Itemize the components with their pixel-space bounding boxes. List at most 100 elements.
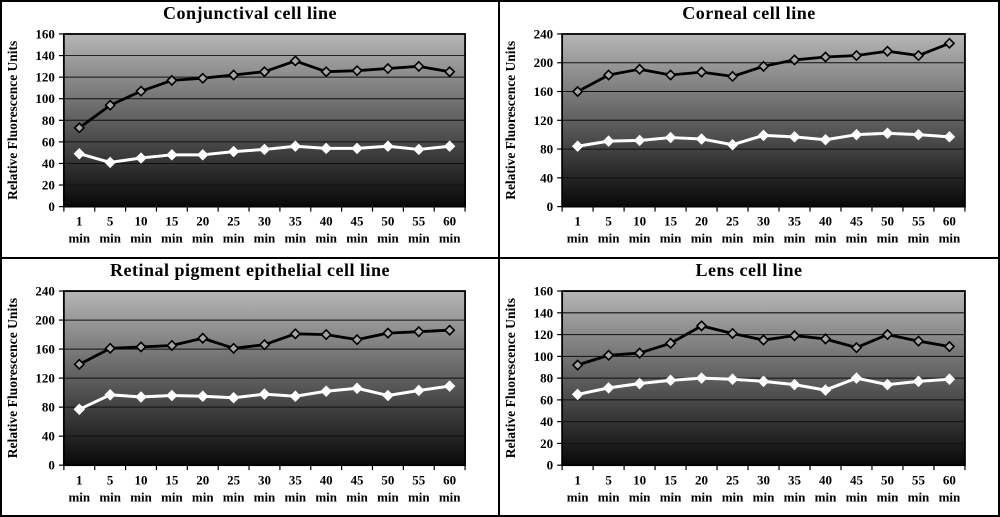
data-point-marker — [757, 375, 770, 387]
x-axis-tick-label: 30 — [757, 472, 770, 487]
data-point-marker — [788, 329, 801, 341]
x-axis-unit-label: min — [691, 231, 713, 246]
y-axis-tick-label: 20 — [540, 435, 553, 450]
x-axis-tick-label: 15 — [664, 472, 677, 487]
data-point-marker — [912, 49, 925, 62]
data-point-marker — [413, 143, 425, 156]
y-axis-tick-label: 0 — [547, 457, 554, 472]
data-point-marker — [413, 325, 425, 337]
x-axis-unit-label: min — [908, 231, 930, 246]
x-axis-unit-label: min — [315, 231, 337, 246]
y-axis-tick-label: 100 — [35, 91, 54, 106]
x-axis-tick-label: 5 — [605, 214, 612, 229]
plot-area-border — [561, 33, 966, 208]
data-point-marker — [289, 140, 302, 152]
data-point-marker — [73, 148, 86, 160]
data-point-marker — [351, 381, 363, 394]
data-point-marker — [819, 383, 832, 396]
data-point-marker — [135, 152, 147, 164]
x-axis-unit-label: min — [815, 231, 837, 246]
plot-area-border — [62, 289, 466, 466]
data-point-marker — [881, 45, 894, 57]
x-axis-tick-label: 1 — [76, 472, 82, 487]
x-axis-tick-label: 35 — [788, 214, 802, 229]
y-axis-tick-label: 120 — [534, 113, 554, 128]
y-axis-tick-label: 120 — [35, 370, 55, 385]
y-axis-tick-label: 0 — [547, 199, 554, 214]
chart-title: Conjunctival cell line — [163, 3, 337, 23]
y-axis-tick-label: 60 — [540, 392, 553, 407]
x-axis-tick-label: 10 — [633, 472, 646, 487]
x-axis-unit-label: min — [346, 231, 368, 246]
x-axis-tick-label: 60 — [943, 214, 956, 229]
y-axis-tick-label: 20 — [42, 178, 55, 193]
chart-plot-conjunctival: 0 20 40 60 80 100 120 140 160 1 min 5 min 10 min 15 min 2… — [5, 27, 466, 246]
chart-panel-conjunctival: Conjunctival cell line 0 20 40 60 80 100 120 14… — [2, 2, 500, 259]
data-point-marker — [602, 135, 615, 147]
x-axis-tick-label: 40 — [320, 214, 333, 229]
x-axis-tick-label: 20 — [196, 214, 209, 229]
x-axis-tick-label: 55 — [912, 472, 925, 487]
data-point-marker — [443, 323, 456, 336]
x-axis-unit-label: min — [939, 489, 961, 504]
y-axis-tick-label: 100 — [534, 348, 554, 363]
data-point-marker — [73, 122, 86, 134]
x-axis-tick-label: 10 — [633, 214, 646, 229]
x-axis-unit-label: min — [784, 489, 806, 504]
data-point-marker — [695, 371, 708, 384]
data-point-marker — [664, 374, 677, 386]
data-point-marker — [850, 341, 863, 353]
data-point-marker — [258, 66, 271, 78]
data-point-marker — [227, 342, 240, 354]
data-point-marker — [227, 391, 240, 403]
x-axis-tick-label: 30 — [757, 214, 770, 229]
data-point-marker — [757, 333, 770, 346]
data-point-marker — [73, 358, 86, 370]
data-point-marker — [726, 70, 739, 83]
x-axis-unit-label: min — [285, 489, 307, 504]
x-axis-unit-label: min — [691, 489, 713, 504]
data-point-marker — [943, 340, 956, 352]
data-point-marker — [912, 128, 925, 141]
data-point-marker — [850, 128, 863, 141]
data-point-marker — [695, 319, 708, 332]
x-axis-unit-label: min — [69, 489, 91, 504]
x-axis-unit-label: min — [784, 231, 806, 246]
data-point-marker — [633, 377, 646, 389]
data-point-marker — [726, 372, 739, 385]
data-point-marker — [912, 334, 925, 347]
x-axis-unit-label: min — [99, 231, 121, 246]
y-axis-tick-label: 80 — [540, 370, 553, 385]
data-point-marker — [757, 60, 770, 73]
data-point-marker — [166, 389, 178, 401]
data-point-marker — [104, 156, 116, 169]
x-axis-tick-label: 60 — [443, 214, 456, 229]
data-point-marker — [912, 375, 925, 387]
data-point-marker — [443, 140, 456, 152]
data-point-marker — [197, 331, 209, 344]
x-axis-unit-label: min — [439, 231, 461, 246]
y-axis-tick-label: 160 — [534, 284, 554, 299]
data-point-marker — [571, 388, 584, 400]
x-axis-unit-label: min — [598, 231, 620, 246]
chart-title: Corneal cell line — [682, 3, 816, 23]
data-point-marker — [571, 358, 584, 371]
x-axis-unit-label: min — [567, 489, 589, 504]
data-point-marker — [320, 66, 332, 78]
x-axis-tick-label: 35 — [289, 472, 302, 487]
data-point-marker — [351, 142, 363, 155]
x-axis-unit-label: min — [567, 231, 589, 246]
x-axis-tick-label: 15 — [165, 214, 178, 229]
data-point-marker — [664, 69, 677, 81]
x-axis-unit-label: min — [223, 231, 245, 246]
x-axis-unit-label: min — [68, 231, 90, 246]
data-point-marker — [881, 328, 894, 340]
y-axis-tick-label: 40 — [540, 414, 553, 429]
x-axis-tick-label: 25 — [227, 472, 240, 487]
x-axis-unit-label: min — [660, 489, 682, 504]
x-axis-tick-label: 15 — [664, 214, 678, 229]
x-axis-unit-label: min — [877, 489, 899, 504]
data-point-marker — [633, 346, 646, 359]
x-axis-tick-label: 50 — [381, 472, 394, 487]
